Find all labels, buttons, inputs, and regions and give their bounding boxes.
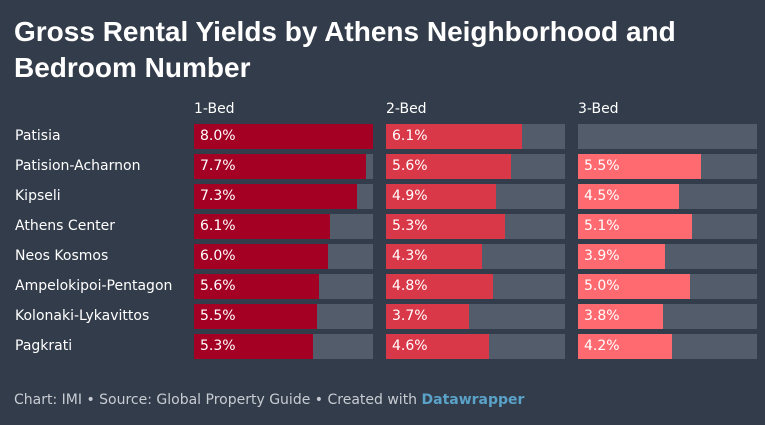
row-label: Athens Center [15,218,116,234]
row-label: Ampelokipoi-Pentagon [15,278,173,294]
bar [386,124,522,149]
data-label: 4.8% [392,278,428,294]
bar-track: 6.1% [386,124,565,149]
bar [386,244,482,269]
data-label: 4.9% [392,188,428,204]
data-label: 7.7% [200,158,236,174]
bar-track: 4.2% [578,334,757,359]
bar-track [578,124,757,149]
bar-track: 8.0% [194,124,373,149]
bar [578,304,663,329]
bar [194,244,328,269]
data-label: 5.6% [200,278,236,294]
bar-track: 5.5% [578,154,757,179]
bar-track: 6.0% [194,244,373,269]
bar-track: 7.7% [194,154,373,179]
data-label: 5.3% [200,338,236,354]
column-header: 3-Bed [578,101,619,117]
footer-separator: • [86,392,95,408]
bar-track: 5.3% [386,214,565,239]
bar-track: 5.6% [194,274,373,299]
data-label: 5.6% [392,158,428,174]
bar-track: 5.0% [578,274,757,299]
bar [578,184,679,209]
column-header: 2-Bed [386,101,427,117]
bar [578,214,692,239]
bar-track: 4.8% [386,274,565,299]
bar-track: 3.7% [386,304,565,329]
bar-track: 4.9% [386,184,565,209]
data-label: 5.0% [584,278,620,294]
data-label: 4.6% [392,338,428,354]
bar [386,304,469,329]
data-label: 3.8% [584,308,620,324]
bar [194,154,366,179]
data-label: 7.3% [200,188,236,204]
data-label: 5.3% [392,218,428,234]
bar [578,154,701,179]
data-label: 3.9% [584,248,620,264]
bar-track: 4.3% [386,244,565,269]
chart-title: Gross Rental Yields by Athens Neighborho… [14,16,676,83]
row-label: Pagkrati [15,338,73,354]
bar-track: 3.8% [578,304,757,329]
bar [194,304,317,329]
bar-track: 5.5% [194,304,373,329]
data-label: 5.5% [200,308,236,324]
bar-track: 3.9% [578,244,757,269]
bar [578,274,690,299]
footer-separator: • [314,392,324,408]
bar-track: 6.1% [194,214,373,239]
bar-track: 4.6% [386,334,565,359]
data-label: 4.5% [584,188,620,204]
bar-track: 7.3% [194,184,373,209]
data-label: 6.0% [200,248,236,264]
chart-footer: Chart: IMI • Source: Global Property Gui… [14,392,524,408]
data-label: 8.0% [200,128,236,144]
bar [386,274,493,299]
data-label: 6.1% [200,218,236,234]
bar [194,334,313,359]
bar-track: 5.1% [578,214,757,239]
data-label: 3.7% [392,308,428,324]
row-label: Patision-Acharnon [15,158,141,174]
bar-track: 5.6% [386,154,565,179]
data-label: 4.2% [584,338,620,354]
bar [386,184,496,209]
row-label: Neos Kosmos [15,248,109,264]
bar [194,184,357,209]
row-label: Kipseli [15,188,61,204]
bar [386,334,489,359]
bar-track: 4.5% [578,184,757,209]
chart-credit: Chart: IMI [14,392,82,408]
datawrapper-link[interactable]: Datawrapper [421,392,525,408]
row-label: Patisia [15,128,61,144]
data-label: 6.1% [392,128,428,144]
created-with-text: Created with [327,392,418,408]
bar [578,244,665,269]
bar [194,124,373,149]
data-label: 4.3% [392,248,428,264]
bar [194,214,330,239]
column-header: 1-Bed [194,101,235,117]
source-text: Source: Global Property Guide [99,392,311,408]
data-label: 5.1% [584,218,620,234]
row-label: Kolonaki-Lykavittos [15,308,150,324]
bar-track: 5.3% [194,334,373,359]
bar [386,214,505,239]
data-label: 5.5% [584,158,620,174]
bar [578,334,672,359]
bar [386,154,511,179]
bar [194,274,319,299]
